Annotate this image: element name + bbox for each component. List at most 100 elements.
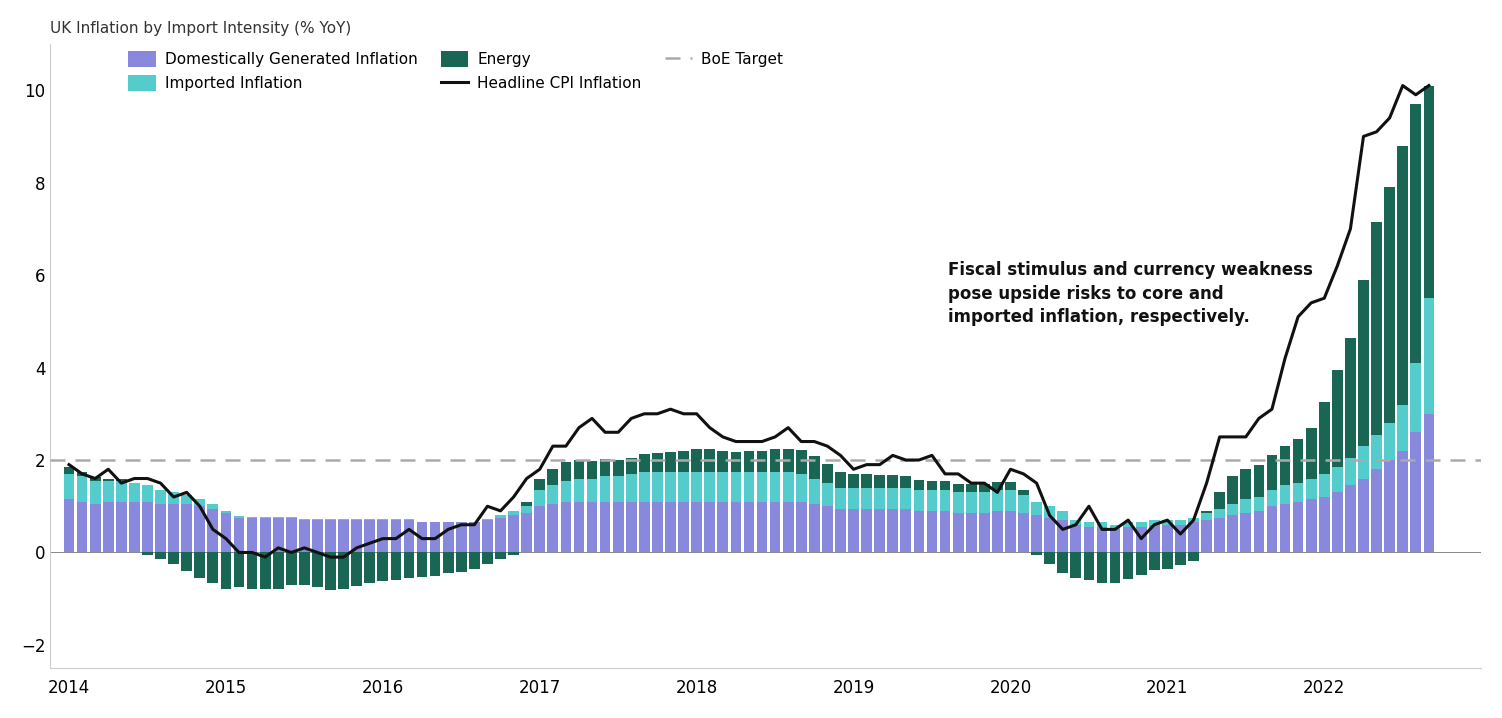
Bar xyxy=(1305,428,1317,478)
Bar xyxy=(273,552,284,589)
Bar xyxy=(1057,511,1068,520)
Bar xyxy=(285,552,297,585)
Bar xyxy=(927,481,937,490)
Bar xyxy=(457,521,467,523)
Bar xyxy=(1096,527,1107,552)
Bar xyxy=(1005,490,1015,511)
Bar xyxy=(221,513,231,552)
Bar xyxy=(351,552,362,586)
Bar xyxy=(430,521,440,523)
Bar xyxy=(404,519,415,520)
Bar xyxy=(861,474,873,488)
Bar xyxy=(260,517,270,518)
Bar xyxy=(365,519,376,520)
Bar xyxy=(1424,414,1434,552)
Bar xyxy=(861,488,873,508)
Bar xyxy=(587,478,598,502)
Bar xyxy=(888,508,898,552)
Bar xyxy=(77,476,87,502)
Bar xyxy=(1202,520,1212,552)
Bar xyxy=(1032,516,1042,552)
Bar xyxy=(1202,513,1212,520)
Bar xyxy=(679,451,689,472)
Bar xyxy=(1110,552,1120,582)
Bar xyxy=(1005,511,1015,552)
Bar xyxy=(168,504,179,552)
Bar xyxy=(1044,506,1054,518)
Bar xyxy=(1305,499,1317,552)
Bar xyxy=(260,518,270,552)
Bar xyxy=(1332,467,1343,493)
Bar xyxy=(338,519,348,520)
Bar xyxy=(312,519,323,520)
Bar xyxy=(168,552,179,564)
Bar xyxy=(90,477,101,481)
Bar xyxy=(1397,451,1407,552)
Bar xyxy=(404,520,415,552)
Bar xyxy=(691,502,701,552)
Bar xyxy=(1293,439,1304,483)
Bar xyxy=(587,502,598,552)
Bar xyxy=(324,519,336,520)
Bar xyxy=(966,493,976,513)
Bar xyxy=(757,451,768,472)
Bar xyxy=(1044,552,1054,564)
Bar xyxy=(547,504,559,552)
Bar xyxy=(835,508,846,552)
Bar xyxy=(796,450,807,474)
Bar xyxy=(599,459,610,476)
Bar xyxy=(430,523,440,552)
Bar xyxy=(416,521,428,523)
Bar xyxy=(155,504,165,552)
Bar xyxy=(1254,511,1265,552)
Bar xyxy=(888,475,898,488)
Bar xyxy=(1032,552,1042,555)
Bar xyxy=(299,519,309,520)
Bar xyxy=(1096,523,1107,527)
Bar xyxy=(535,490,545,506)
Bar xyxy=(874,508,885,552)
Bar xyxy=(351,520,362,552)
Bar xyxy=(404,552,415,578)
Bar xyxy=(599,502,610,552)
Bar xyxy=(338,552,348,589)
Bar xyxy=(1358,280,1368,446)
Bar xyxy=(979,513,990,552)
Bar xyxy=(377,552,388,581)
Bar xyxy=(638,502,650,552)
Bar xyxy=(638,454,650,472)
Bar xyxy=(652,502,662,552)
Bar xyxy=(730,472,740,502)
Bar xyxy=(260,552,270,589)
Bar xyxy=(312,552,323,587)
Bar xyxy=(626,457,637,474)
Bar xyxy=(822,464,832,483)
Bar xyxy=(769,502,781,552)
Bar xyxy=(155,552,165,559)
Bar xyxy=(482,520,493,552)
Bar xyxy=(1266,506,1277,552)
Bar xyxy=(1188,518,1199,523)
Bar xyxy=(63,499,75,552)
Bar xyxy=(652,472,662,502)
Bar xyxy=(1280,446,1290,485)
Bar xyxy=(521,502,532,506)
Bar xyxy=(1385,187,1395,423)
Bar xyxy=(90,481,101,504)
Bar xyxy=(1227,476,1238,504)
Bar xyxy=(940,490,951,511)
Bar xyxy=(835,472,846,488)
Bar xyxy=(901,476,912,488)
Bar xyxy=(913,490,924,511)
Bar xyxy=(234,518,245,552)
Bar xyxy=(927,490,937,511)
Bar xyxy=(299,520,309,552)
Bar xyxy=(1044,518,1054,552)
Bar xyxy=(1319,474,1329,497)
Bar xyxy=(1397,146,1407,404)
Bar xyxy=(796,474,807,502)
Bar xyxy=(1136,523,1146,527)
Bar xyxy=(1227,504,1238,516)
Bar xyxy=(574,502,584,552)
Bar xyxy=(443,523,454,552)
